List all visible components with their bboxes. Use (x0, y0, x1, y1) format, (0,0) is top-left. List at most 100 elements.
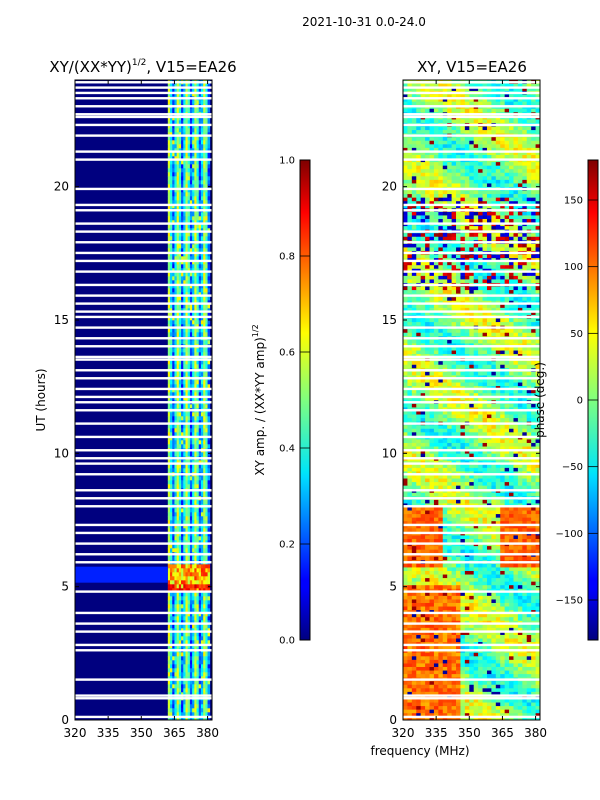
flagged-row (75, 401, 212, 404)
phase-cell (425, 659, 430, 664)
phase-cell (460, 631, 466, 635)
amp-cell (181, 172, 184, 177)
amp-cell (189, 124, 193, 129)
amp-colorbar-tick-label: 0.4 (279, 444, 295, 455)
amp-cell (196, 316, 200, 321)
phase-cell (403, 517, 408, 522)
phase-cell (522, 712, 528, 717)
amp-cell (183, 120, 186, 125)
amp-cell (174, 384, 177, 389)
amp-cell (194, 144, 197, 149)
amp-cell (200, 468, 204, 473)
amp-cell (178, 440, 182, 445)
amp-cell (178, 540, 182, 545)
phase-cell (491, 567, 497, 571)
phase-cell (411, 535, 417, 539)
amp-cell (174, 196, 177, 201)
phase-cell (509, 634, 514, 639)
amp-cell (189, 312, 193, 317)
phase-cell (513, 627, 519, 632)
phase-cell (522, 663, 528, 667)
phase-cell (425, 549, 430, 554)
phase-cell (456, 556, 461, 561)
phase-cell (526, 595, 532, 600)
amp-cell (205, 556, 208, 561)
phase-cell (509, 584, 514, 589)
amp-cell (170, 708, 173, 713)
amp-cell (196, 216, 200, 221)
amp-cell (174, 316, 177, 321)
phase-cell (478, 684, 483, 689)
phase-cell (504, 641, 510, 646)
phase-cell (486, 688, 492, 692)
amp-cell (170, 256, 173, 261)
amp-cell (203, 340, 206, 345)
amp-cell (187, 100, 191, 105)
phase-cell (438, 563, 444, 568)
amp-cell (181, 196, 184, 201)
amp-cell (183, 316, 186, 321)
phase-cell (482, 659, 488, 664)
phase-cell (486, 691, 492, 696)
phase-cell (500, 691, 505, 696)
phase-cell (429, 638, 435, 643)
phase-cell (456, 549, 461, 554)
phase-cell (442, 613, 448, 618)
amp-cell (194, 160, 197, 165)
amp-cell (178, 668, 182, 673)
phase-cell (486, 581, 492, 586)
amp-cell (192, 580, 195, 585)
amp-cell (207, 432, 211, 437)
amp-cell (176, 244, 180, 249)
phase-cell (407, 698, 413, 703)
phase-cell (429, 695, 435, 699)
amp-cell (176, 568, 180, 573)
amp-cell (207, 480, 211, 485)
amp-cell (172, 340, 175, 345)
amp-cell (183, 468, 186, 473)
phase-cell (513, 645, 519, 650)
amp-cell (200, 196, 204, 201)
flagged-row (75, 86, 212, 89)
amp-cell (205, 516, 208, 521)
phase-cell (486, 716, 492, 721)
amp-cell (181, 272, 184, 277)
amp-cell (172, 480, 175, 485)
phase-cell (486, 624, 492, 628)
amp-cell (174, 424, 177, 429)
phase-cell (411, 659, 417, 664)
phase-cell (433, 520, 439, 525)
phase-cell (403, 663, 408, 667)
amp-cell (207, 308, 211, 313)
amp-cell (178, 452, 182, 457)
amp-cell (192, 592, 195, 597)
phase-cell (442, 577, 448, 582)
phase-cell (473, 606, 479, 611)
phase-cell (460, 698, 466, 703)
amp-cell (198, 328, 202, 333)
amp-cell (194, 416, 197, 421)
amp-cell (205, 360, 208, 365)
amp-cell (196, 700, 200, 705)
phase-cell (442, 588, 448, 593)
phase-cell (460, 556, 466, 561)
phase-cell (522, 588, 528, 593)
phase-cell (403, 695, 408, 699)
amp-cell (167, 644, 171, 649)
phase-cell (429, 641, 435, 646)
phase-cell (416, 513, 421, 518)
amp-cell (205, 416, 208, 421)
amp-cell (187, 620, 191, 625)
phase-cell (451, 563, 457, 568)
amp-xtick-label: 365 (163, 726, 186, 740)
amp-cell (176, 184, 180, 189)
amp-cell (187, 452, 191, 457)
amp-cell (198, 544, 202, 549)
amp-cell (172, 572, 175, 577)
amp-cell (187, 224, 191, 229)
amp-cell (196, 576, 200, 581)
phase-cell (504, 510, 510, 515)
amp-cell (198, 160, 202, 165)
amp-cell (196, 260, 200, 265)
amp-cell (200, 416, 204, 421)
